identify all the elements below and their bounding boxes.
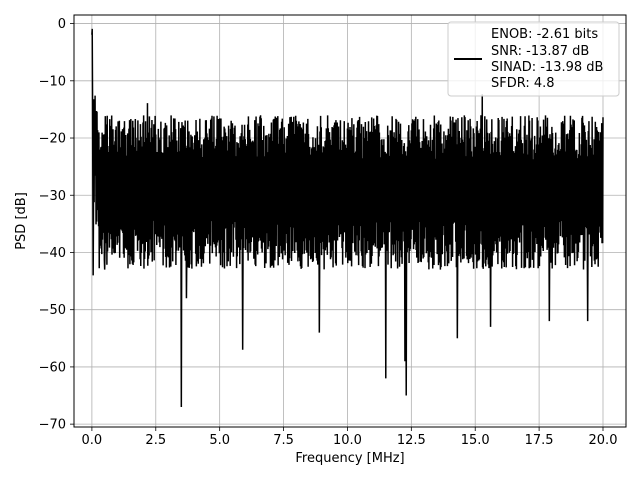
legend-sfdr: SFDR: 4.8 [491,76,555,91]
y-tick-label: −60 [39,360,66,375]
x-tick-label: 12.5 [397,433,426,448]
y-tick-label: 0 [58,17,66,32]
y-axis: 0 −10 −20 −30 −40 −50 −60 −70 [39,17,74,433]
legend-box [447,21,620,97]
y-tick-label: −10 [39,74,66,89]
y-tick-label: −50 [39,303,66,318]
legend-enob: ENOB: -2.61 bits [491,27,598,42]
legend: ENOB: -2.61 bits SNR: -13.87 dB SINAD: -… [447,21,620,97]
x-tick-label: 20.0 [589,433,618,448]
plot-area [91,28,604,407]
y-tick-label: −40 [39,246,66,261]
x-tick-label: 2.5 [145,433,166,448]
y-tick-label: −70 [39,418,66,433]
y-axis-label: PSD [dB] [14,192,29,250]
x-tick-label: 5.0 [209,433,230,448]
y-tick-label: −20 [39,132,66,147]
psd-series-line [91,28,604,407]
legend-sinad: SINAD: -13.98 dB [491,60,603,75]
x-tick-label: 10.0 [333,433,362,448]
axes-frame [73,14,627,428]
x-axis: 0.0 2.5 5.0 7.5 10.0 12.5 15.0 17.5 20.0 [82,427,618,448]
legend-snr: SNR: -13.87 dB [491,44,589,59]
x-tick-label: 7.5 [273,433,294,448]
x-tick-label: 17.5 [525,433,554,448]
x-tick-label: 0.0 [82,433,103,448]
y-tick-label: −30 [39,189,66,204]
x-axis-label: Frequency [MHz] [295,451,404,466]
x-tick-label: 15.0 [461,433,490,448]
